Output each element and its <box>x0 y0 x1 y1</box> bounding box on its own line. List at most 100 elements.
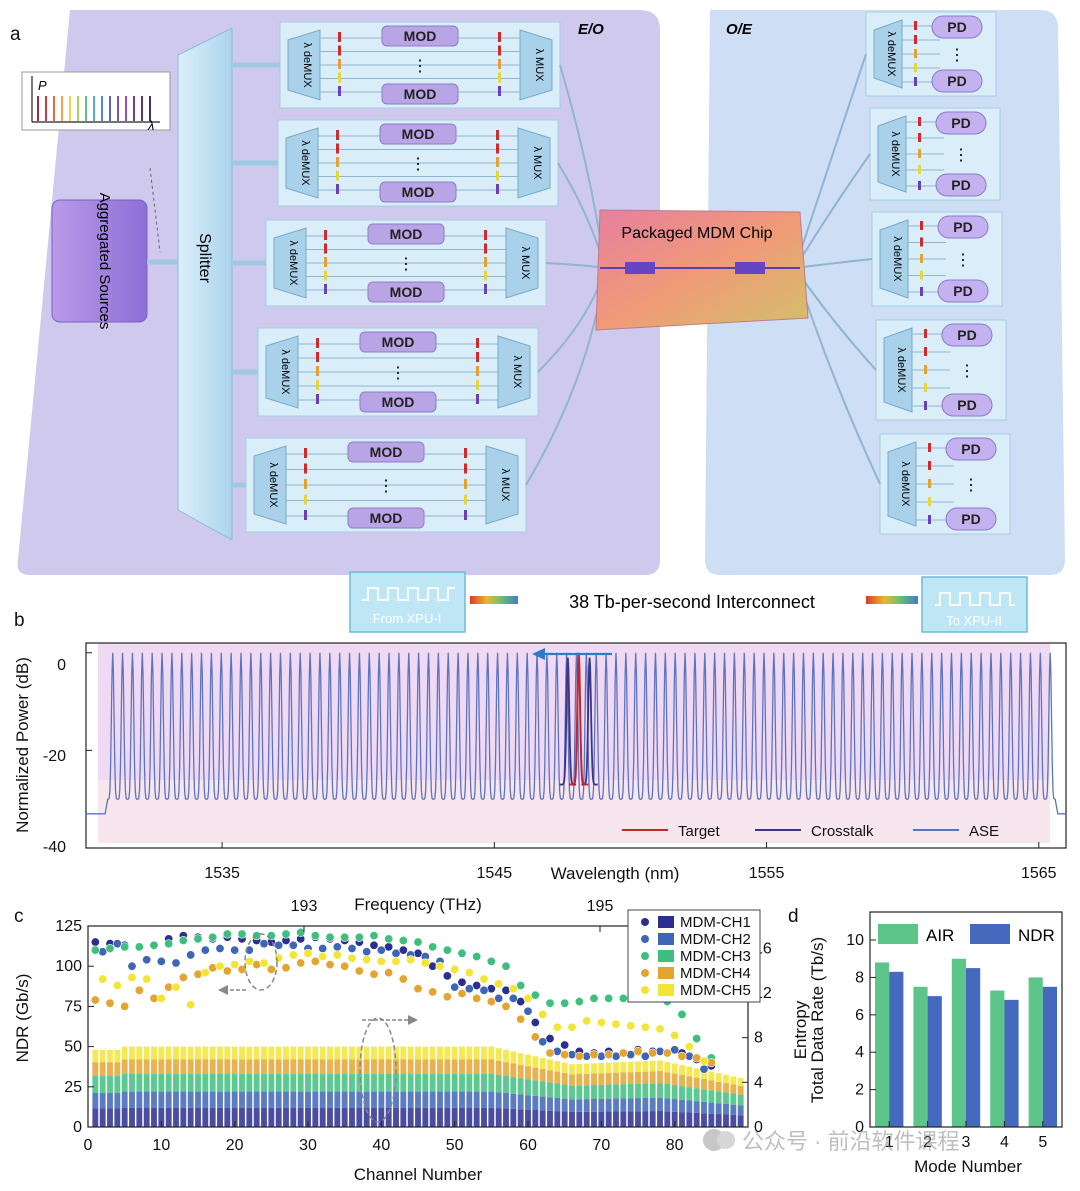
wavelength-marker <box>918 181 921 190</box>
entropy-bar-segment <box>187 1091 194 1108</box>
entropy-bar-segment <box>143 1046 150 1060</box>
entropy-bar-segment <box>224 1073 231 1092</box>
entropy-bar-segment <box>268 1059 275 1074</box>
wavelength-marker <box>914 63 917 72</box>
entropy-bar-segment <box>363 1046 370 1060</box>
legend-ndr-swatch <box>970 924 1010 944</box>
ndr-point <box>457 977 467 987</box>
entropy-bar-segment <box>503 1108 509 1127</box>
wavelength-marker <box>918 133 921 142</box>
entropy-bar-segment <box>671 1085 678 1100</box>
ndr-point <box>420 958 430 968</box>
entropy-bar-segment <box>693 1112 700 1127</box>
entropy-bar-segment <box>151 1059 157 1074</box>
ndr-point <box>472 952 482 962</box>
entropy-bar-segment <box>312 1107 319 1127</box>
ndr-point <box>259 958 269 968</box>
c-legend-dot <box>641 986 649 994</box>
entropy-bar-segment <box>657 1060 663 1072</box>
oe-unit: λ deMUX PD PD ⋮ <box>879 433 1011 535</box>
entropy-bar-segment <box>363 1073 370 1092</box>
c-rtick: 4 <box>754 1074 763 1091</box>
entropy-bar-segment <box>642 1071 649 1084</box>
entropy-bar-segment <box>143 1091 150 1108</box>
mod-box <box>381 83 459 105</box>
entropy-bar-segment <box>349 1091 355 1108</box>
b-xtick: 1555 <box>749 865 785 882</box>
entropy-bar-segment <box>239 1046 245 1060</box>
entropy-bar-segment <box>319 1107 326 1127</box>
entropy-bar-segment <box>481 1046 487 1060</box>
entropy-bar-segment <box>385 1046 392 1060</box>
entropy-bar-segment <box>121 1107 128 1127</box>
entropy-bar-segment <box>627 1072 634 1084</box>
ndr-point <box>398 974 408 984</box>
d-xtick: 1 <box>885 1134 894 1151</box>
d-ytick: 0 <box>855 1119 864 1136</box>
entropy-bar-segment <box>686 1076 693 1088</box>
wavelength-marker <box>924 329 927 338</box>
entropy-bar-segment <box>151 1091 157 1108</box>
ndr-point <box>486 956 496 966</box>
ndr-point <box>193 934 203 944</box>
entropy-bar-segment <box>363 1107 370 1127</box>
entropy-bar-segment <box>422 1107 429 1127</box>
entropy-bar-segment <box>554 1097 561 1112</box>
entropy-bar-segment <box>305 1073 311 1092</box>
ndr-point <box>332 942 342 952</box>
demux-label: λ deMUX <box>299 140 311 186</box>
entropy-bar-segment <box>444 1046 451 1060</box>
entropy-bar-segment <box>715 1091 722 1104</box>
wavelength-marker <box>464 510 467 520</box>
d-xtick: 3 <box>962 1134 971 1151</box>
entropy-bar-segment <box>195 1091 201 1108</box>
demux-label: λ deMUX <box>899 461 911 507</box>
entropy-bar-segment <box>202 1059 209 1074</box>
pd-box <box>937 215 989 239</box>
entropy-bar-segment <box>275 1046 282 1060</box>
entropy-bar-segment <box>605 1111 612 1127</box>
entropy-bar-segment <box>99 1093 106 1109</box>
pd-label: PD <box>953 283 972 299</box>
entropy-bar-segment <box>99 1062 106 1077</box>
ndr-point <box>310 956 320 966</box>
mod-dots: ⋮ <box>390 365 406 382</box>
entropy-bar-segment <box>261 1107 267 1127</box>
ndr-point <box>149 940 159 950</box>
entropy-bar-segment <box>107 1108 113 1127</box>
entropy-bar-segment <box>554 1071 561 1084</box>
entropy-bar-segment <box>312 1059 319 1074</box>
entropy-bar-segment <box>202 1046 209 1060</box>
panel-c-frame <box>87 925 749 1128</box>
entropy-bar-segment <box>158 1091 165 1108</box>
wavelength-marker <box>918 165 921 174</box>
c-top-label: Frequency (THz) <box>354 895 482 914</box>
entropy-bar-segment <box>239 1059 245 1074</box>
ndr-point <box>266 931 276 941</box>
oe-unit: λ deMUX PD PD ⋮ <box>869 107 1001 201</box>
scan-arrow-head <box>532 648 545 660</box>
ndr-point <box>120 1001 130 1011</box>
spectrum-p-label: P <box>38 78 47 93</box>
spectrum-inset: P λ <box>21 71 171 133</box>
mod-dots: ⋮ <box>412 58 428 75</box>
entropy-bar-segment <box>173 1059 179 1074</box>
entropy-bar-segment <box>737 1115 744 1127</box>
entropy-bar-segment <box>385 1059 392 1074</box>
entropy-bar-segment <box>576 1111 583 1127</box>
entropy-bar-segment <box>121 1073 128 1092</box>
wavelength-marker <box>924 347 927 356</box>
entropy-bar-segment <box>202 1107 209 1127</box>
pd-box <box>945 437 997 461</box>
entropy-bar-segment <box>349 1046 355 1060</box>
entropy-bar-segment <box>510 1108 517 1127</box>
entropy-bar-segment <box>400 1073 407 1092</box>
d-bar <box>966 968 981 1127</box>
mod-box <box>379 181 457 203</box>
to-xpu-label: To XPU-II <box>946 613 1002 628</box>
entropy-bar-segment <box>598 1073 605 1085</box>
xpu-dest-box: To XPU-II <box>921 576 1028 633</box>
entropy-bar-segment <box>224 1059 231 1074</box>
entropy-bar-segment <box>701 1113 707 1127</box>
entropy-bar-segment <box>532 1095 539 1111</box>
